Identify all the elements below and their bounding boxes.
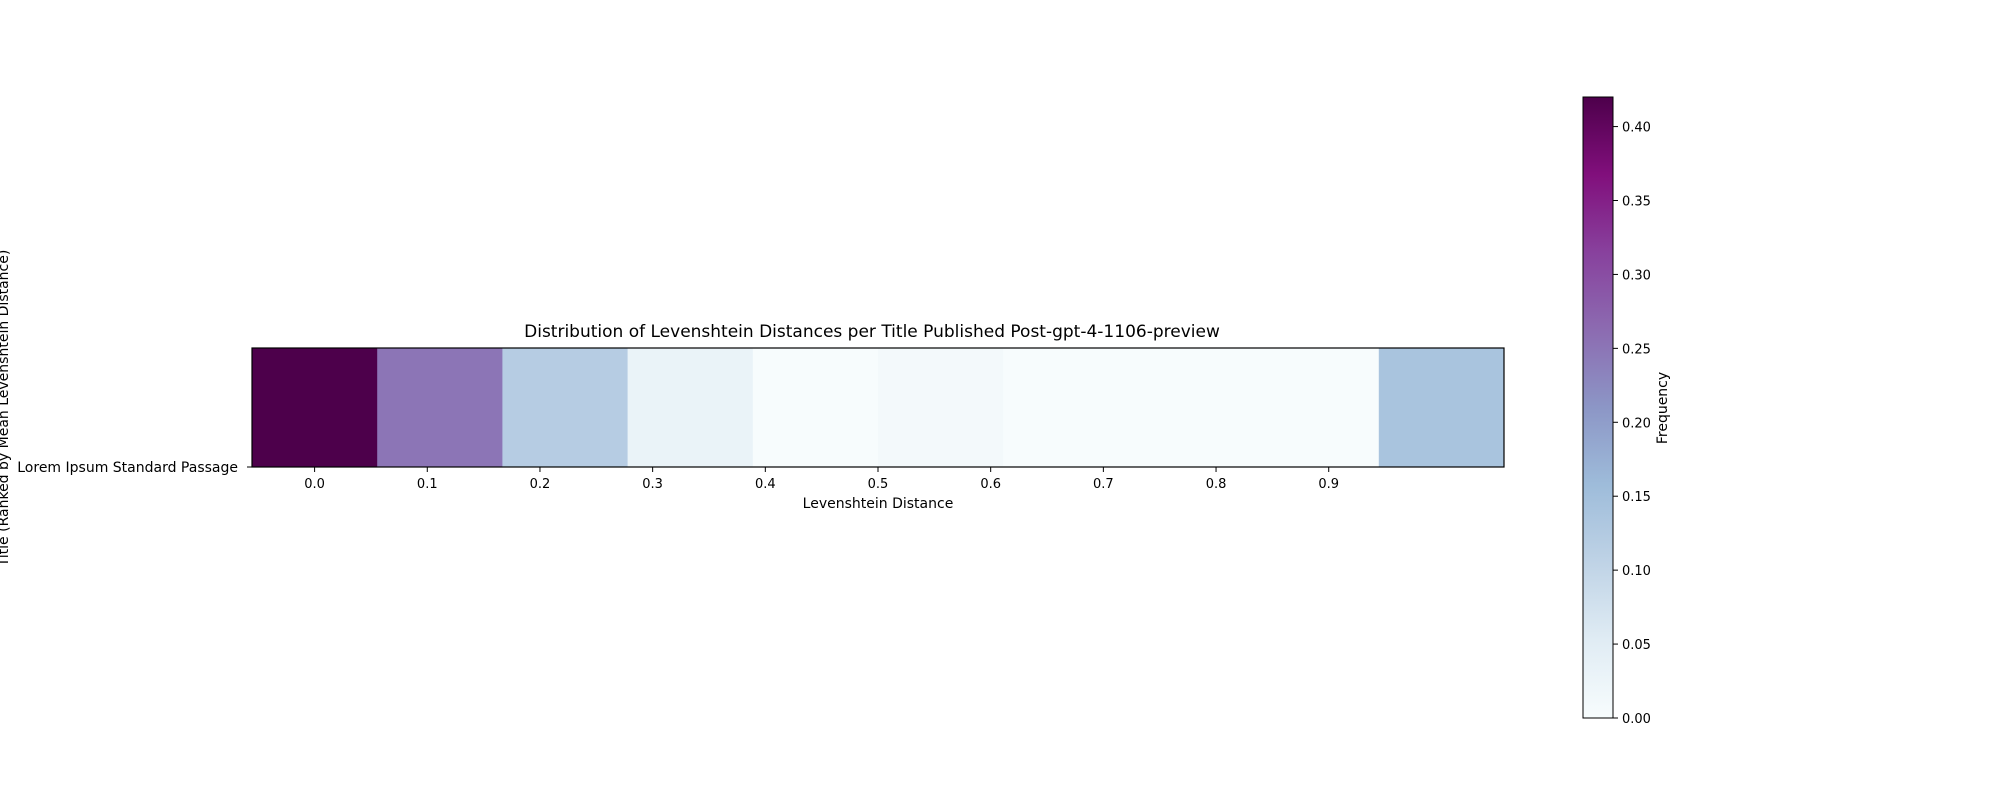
- x-tick-label: 0.2: [530, 477, 551, 492]
- colorbar-tick-label: 0.30: [1622, 268, 1651, 283]
- x-tick-label: 0.9: [1318, 477, 1339, 492]
- heatmap-cells: [252, 348, 1505, 467]
- heatmap-cell: [252, 348, 378, 467]
- heatmap-cell: [377, 348, 503, 467]
- x-tick-label: 0.8: [1206, 477, 1227, 492]
- x-tick-label: 0.0: [304, 477, 325, 492]
- colorbar-label: Frequency: [1655, 372, 1671, 444]
- x-tick-label: 0.7: [1093, 477, 1114, 492]
- y-axis-ticks: Lorem Ipsum Standard Passage: [17, 460, 252, 476]
- chart-title: Distribution of Levenshtein Distances pe…: [524, 322, 1220, 342]
- heatmap-cell: [878, 348, 1004, 467]
- x-axis-label: Levenshtein Distance: [803, 496, 954, 512]
- heatmap-cell: [752, 348, 879, 467]
- colorbar-tick-label: 0.40: [1622, 121, 1651, 136]
- colorbar-tick-label: 0.00: [1622, 712, 1651, 727]
- colorbar-tick-label: 0.15: [1622, 490, 1651, 505]
- heatmap-cell: [627, 348, 754, 467]
- y-tick-label: Lorem Ipsum Standard Passage: [17, 460, 238, 476]
- heatmap-cell: [502, 348, 629, 467]
- heatmap-cell: [1003, 348, 1129, 467]
- heatmap-cell: [1253, 348, 1380, 467]
- colorbar-tick-label: 0.20: [1622, 416, 1651, 431]
- colorbar-tick-label: 0.05: [1622, 638, 1651, 653]
- y-axis-label: Title (Ranked by Mean Levenshtein Distan…: [0, 250, 12, 568]
- colorbar-tick-label: 0.25: [1622, 342, 1651, 357]
- x-tick-label: 0.6: [980, 477, 1001, 492]
- colorbar-tick-label: 0.10: [1622, 564, 1651, 579]
- x-tick-label: 0.3: [642, 477, 663, 492]
- x-tick-label: 0.5: [868, 477, 889, 492]
- colorbar-ticks: 0.00 0.05 0.10 0.15 0.20 0.25 0.30 0.35 0.40: [1613, 121, 1651, 727]
- colorbar-tick-label: 0.35: [1622, 195, 1651, 210]
- x-axis-ticks: 0.0 0.1 0.2 0.3 0.4 0.5 0.6 0.7 0.8 0.9: [304, 467, 1339, 492]
- x-tick-label: 0.4: [755, 477, 776, 492]
- x-tick-label: 0.1: [417, 477, 438, 492]
- heatmap-cell: [1128, 348, 1255, 467]
- heatmap-cell: [1378, 348, 1505, 467]
- colorbar: [1582, 96, 1614, 719]
